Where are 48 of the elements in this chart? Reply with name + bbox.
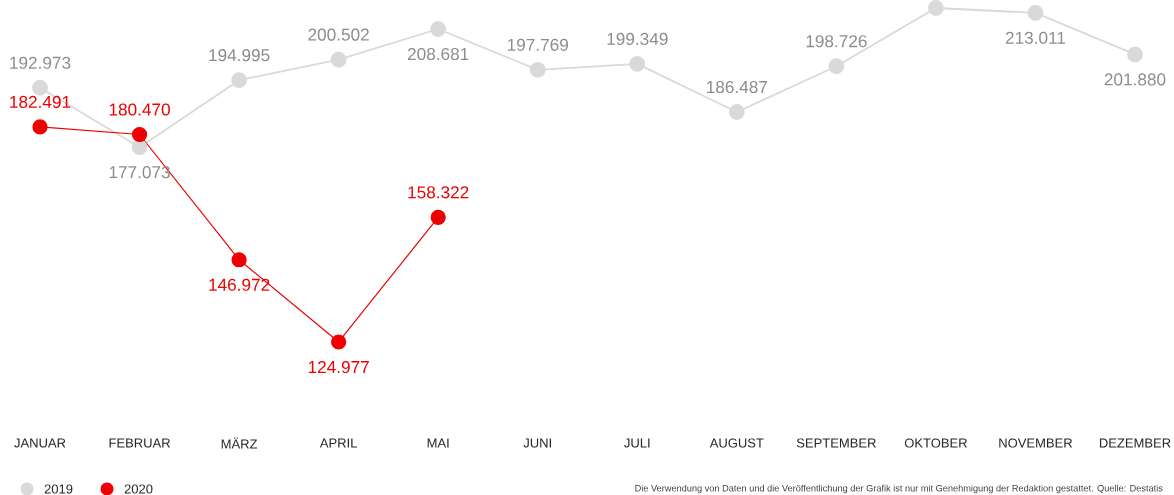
data-label: 200.502 [308, 28, 369, 41]
data-label: 208.681 [407, 47, 469, 61]
legend-label: 2020 [124, 484, 153, 494]
data-label: 177.073 [109, 166, 170, 179]
data-label: 192.973 [10, 56, 71, 69]
point [728, 104, 745, 120]
x-tick-label: AUGUST [709, 438, 764, 448]
data-label: 124.977 [308, 360, 369, 374]
data-label: 197.769 [507, 38, 568, 51]
x-tick-label: SEPTEMBER [796, 438, 876, 448]
x-tick-label: JULI [624, 438, 650, 448]
point [331, 334, 347, 350]
x-tick-label: MÄRZ [221, 437, 258, 449]
point [131, 139, 148, 156]
data-label: 180.470 [109, 103, 170, 116]
x-tick-label: MAI [427, 438, 449, 448]
point [131, 126, 148, 143]
x-tick-label: JUNI [523, 438, 551, 448]
point [1027, 4, 1044, 21]
data-label: 194.995 [209, 49, 270, 62]
text: Die Verwendung von Daten und die Veröffentlichung der Grafik ist nur mit Genehmigung der Redaktion gestattet. Quelle: Destatis [635, 484, 1163, 494]
point [32, 79, 48, 96]
x-tick-label: FEBRUAR [109, 438, 170, 448]
data-label: 201.880 [1104, 73, 1166, 86]
data-label: 182.491 [10, 95, 71, 109]
x-tick-label: DEZEMBER [1099, 438, 1171, 448]
point [1127, 46, 1143, 63]
x-tick-label: APRIL [319, 438, 357, 448]
data-label: 198.726 [806, 35, 867, 48]
data-label: 146.972 [209, 278, 270, 291]
data-label: 213.011 [1005, 31, 1066, 44]
data-label: 158.322 [408, 186, 469, 199]
point [529, 61, 546, 78]
legend-label: 2019 [44, 484, 73, 494]
point [828, 58, 845, 75]
data-label: 199.349 [607, 32, 668, 45]
point [629, 56, 646, 72]
data-label: 186.487 [707, 80, 768, 94]
point [231, 252, 247, 268]
point [928, 0, 944, 16]
point [330, 51, 347, 68]
x-tick-label: OKTOBER [904, 438, 967, 448]
x-tick-label: NOVEMBER [999, 438, 1073, 448]
x-tick-label: JANUAR [14, 438, 66, 448]
point [430, 21, 447, 37]
point [430, 209, 446, 225]
point [32, 119, 48, 135]
point [231, 72, 247, 89]
